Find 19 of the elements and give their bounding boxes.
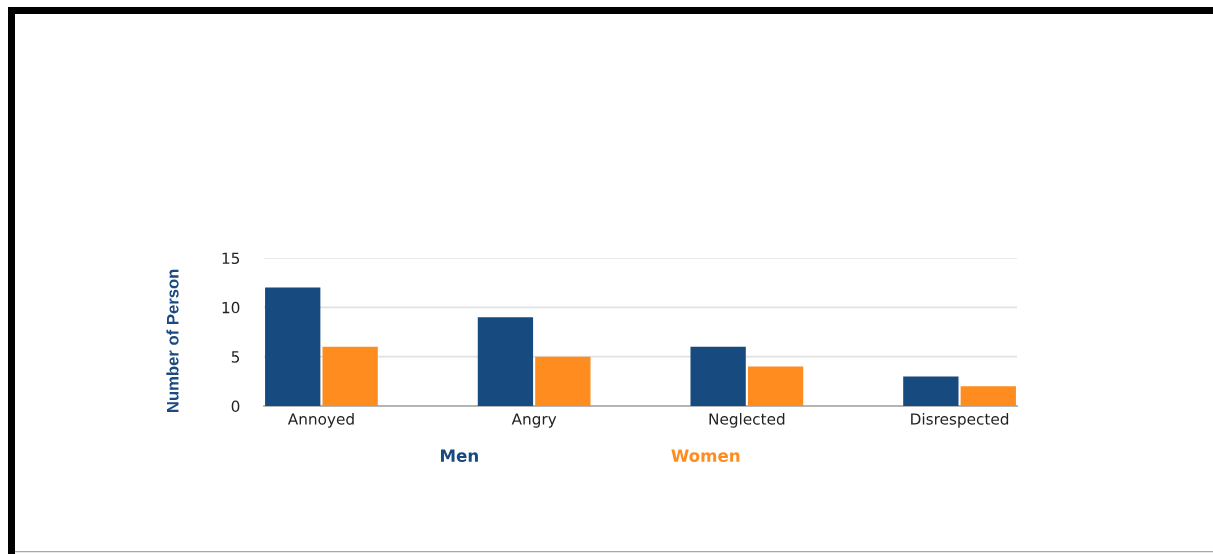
x-tick-label: Disrespected (911, 412, 1009, 428)
y-tick-label: 5 (231, 351, 240, 363)
y-tick-label: 10 (222, 301, 240, 314)
bar (265, 287, 321, 406)
bar (477, 317, 534, 406)
bar (960, 386, 1016, 406)
bar (322, 346, 378, 406)
text: Women (671, 449, 740, 462)
bar (903, 376, 959, 406)
bar (690, 346, 746, 406)
bar (535, 356, 591, 406)
text: Men (440, 449, 478, 462)
x-tick-label: Neglected (709, 412, 785, 428)
bar (747, 366, 804, 406)
x-tick-label: Angry (511, 413, 557, 428)
x-tick-label: Annoyed (287, 412, 354, 428)
y-tick-label: 0 (231, 400, 240, 413)
y-tick-label: 15 (222, 252, 240, 265)
y-axis-title: Number of Person (166, 269, 179, 412)
